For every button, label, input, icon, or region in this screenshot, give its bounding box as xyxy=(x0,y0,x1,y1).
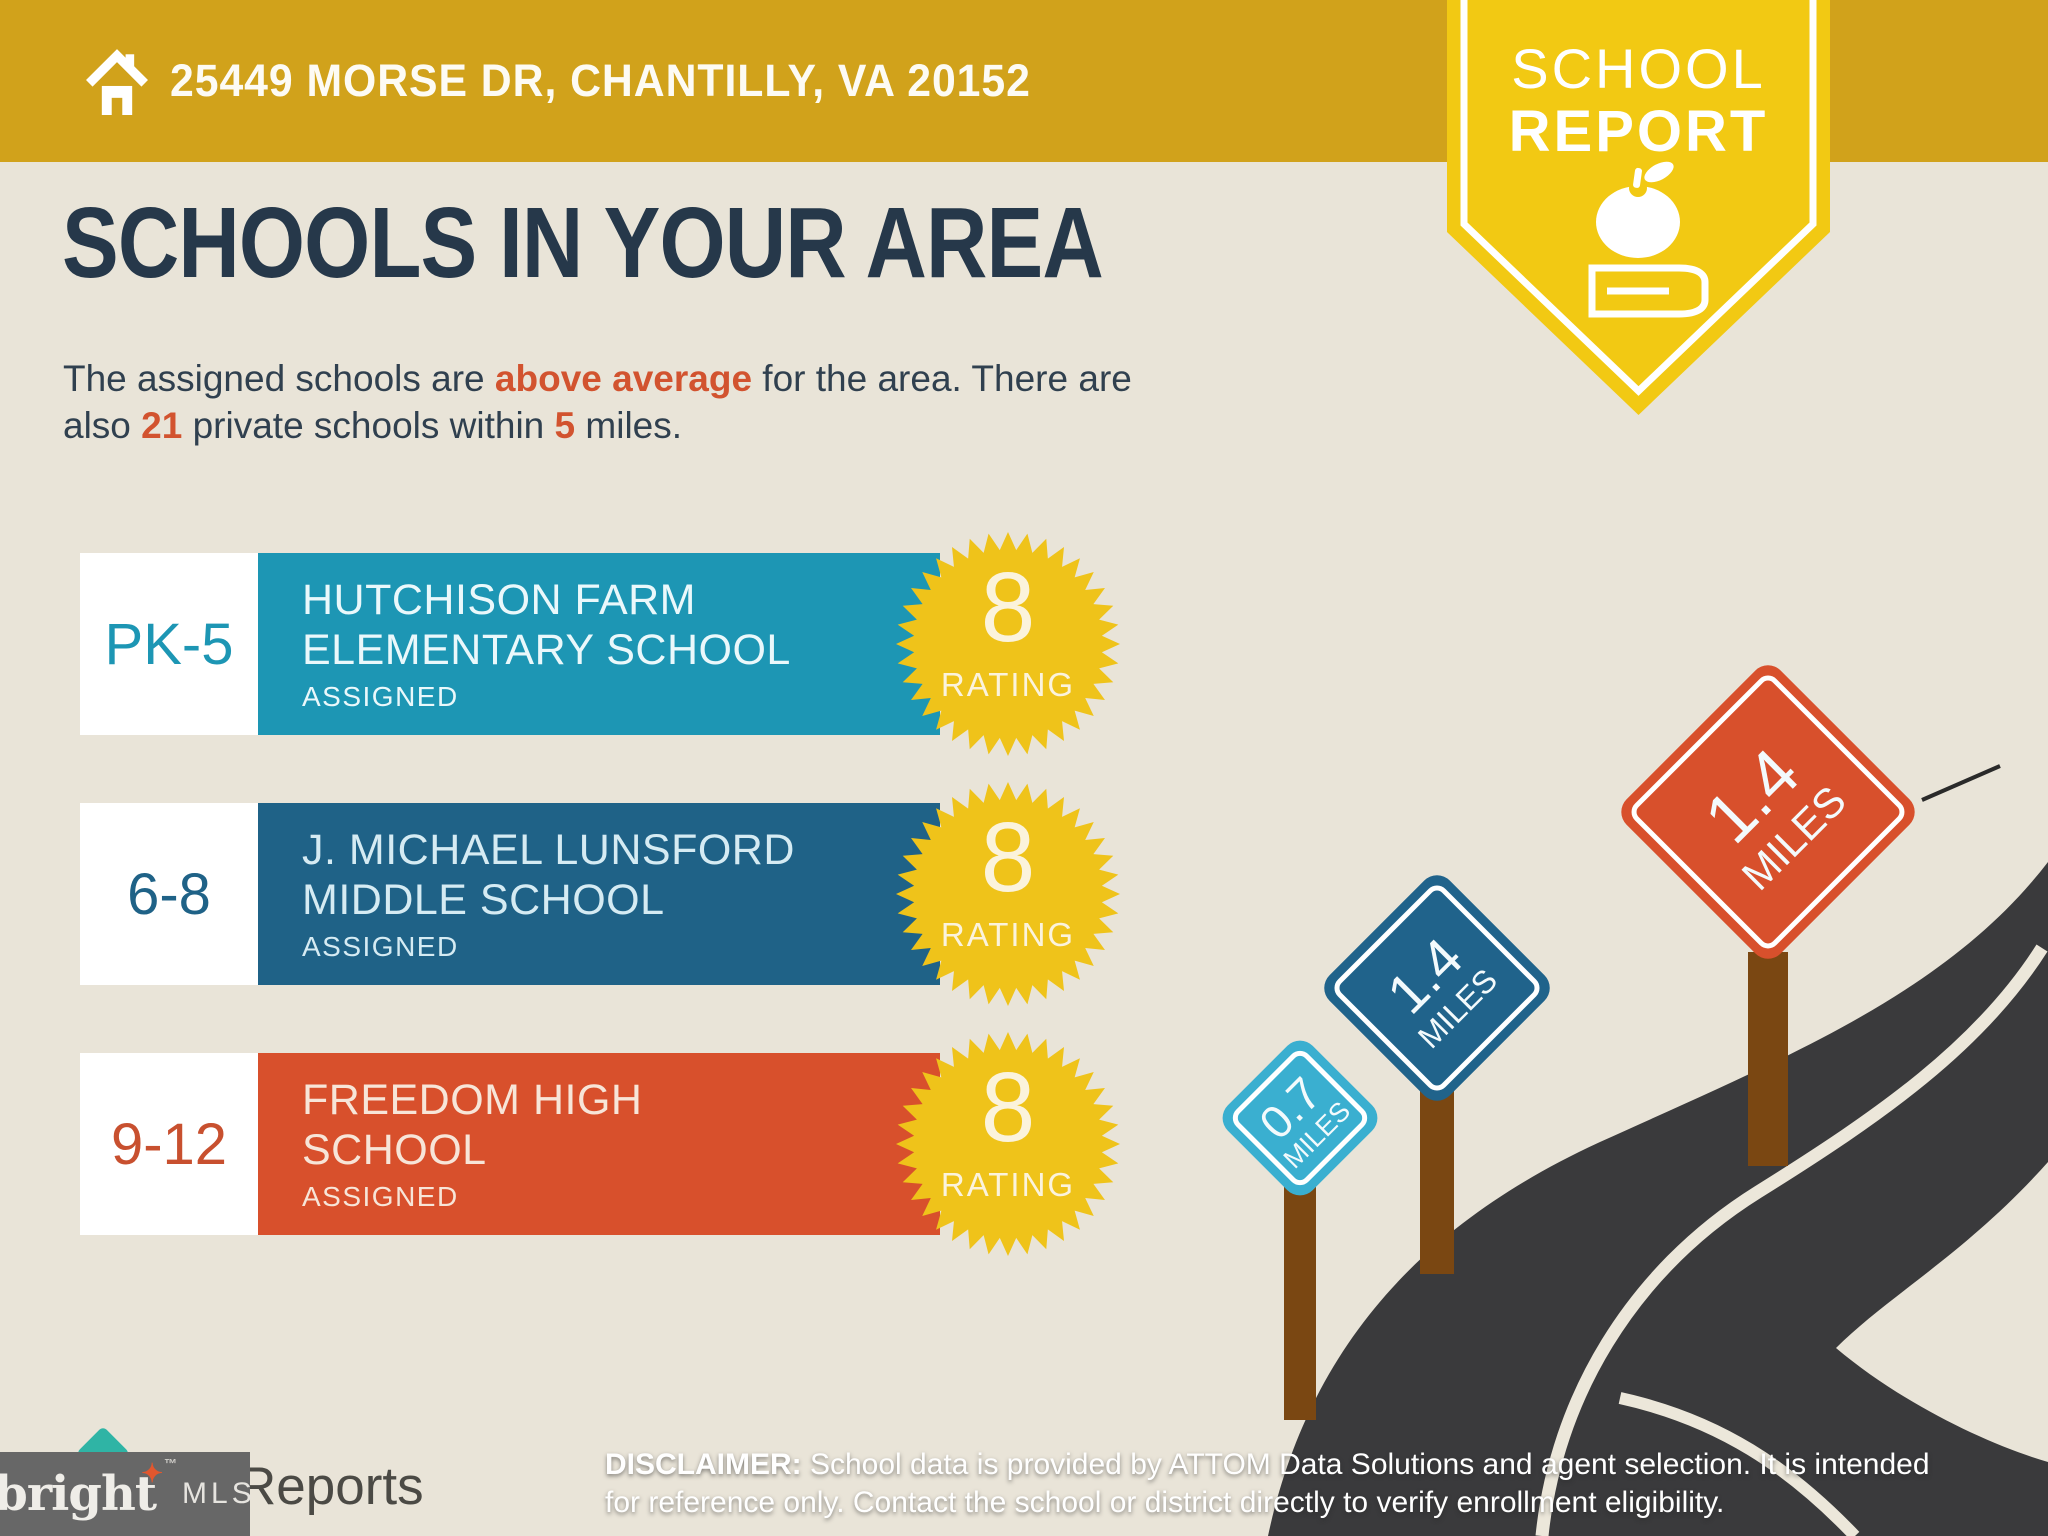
starburst-icon xyxy=(896,782,1120,1006)
disclaimer-line1: DISCLAIMER: School data is provided by A… xyxy=(605,1446,1965,1484)
rating-label: RATING xyxy=(940,666,1076,703)
page-subtitle: The assigned schools are above average f… xyxy=(63,355,1132,449)
subtitle-text: private schools within xyxy=(182,405,555,446)
disclaimer-body: School data is provided by ATTOM Data So… xyxy=(801,1448,1930,1481)
disclaimer-text: DISCLAIMER: School data is provided by A… xyxy=(605,1446,1965,1522)
distance-sign-middle: 1.4 MILES xyxy=(1316,867,1558,1109)
starburst-icon xyxy=(896,1032,1120,1256)
disclaimer-line2: for reference only. Contact the school o… xyxy=(605,1486,1725,1519)
private-school-count: 21 xyxy=(141,405,183,446)
subtitle-text: also xyxy=(63,405,142,446)
ribbon-title-line1: SCHOOL xyxy=(1511,37,1766,100)
school-name-line1: HUTCHISON FARM xyxy=(302,576,696,624)
rating-label: RATING xyxy=(940,916,1076,953)
school-name-line1: FREEDOM HIGH xyxy=(302,1076,643,1124)
road-lane-line xyxy=(1618,1392,1860,1536)
school-row-high: 9-12 FREEDOM HIGH SCHOOL ASSIGNED xyxy=(80,1053,1120,1235)
road-center-line xyxy=(1535,944,2048,1536)
grade-range-badge: PK-5 xyxy=(80,553,258,735)
school-name-line2: ELEMENTARY SCHOOL xyxy=(302,626,791,674)
school-bar: FREEDOM HIGH SCHOOL ASSIGNED xyxy=(258,1053,940,1235)
school-status: ASSIGNED xyxy=(302,681,459,712)
starburst-icon xyxy=(896,532,1120,756)
grade-range-badge: 6-8 xyxy=(80,803,258,985)
mls-logo-text: MLS xyxy=(182,1477,256,1510)
subtitle-text: The assigned schools are xyxy=(63,358,495,399)
school-status: ASSIGNED xyxy=(302,931,459,962)
school-bar: HUTCHISON FARM ELEMENTARY SCHOOL ASSIGNE… xyxy=(258,553,940,735)
school-name-line2: MIDDLE SCHOOL xyxy=(302,876,665,924)
subtitle-line2: also 21 private schools within 5 miles. xyxy=(63,402,1132,449)
sign-post-mid xyxy=(1420,1088,1454,1274)
school-report-ribbon: SCHOOL REPORT xyxy=(1447,0,1830,415)
rating-value: 8 xyxy=(980,1052,1036,1162)
book-icon xyxy=(1588,264,1709,318)
ribbon-title-line2: REPORT xyxy=(1508,99,1769,164)
pennant-shape xyxy=(1447,0,1830,415)
subtitle-line1: The assigned schools are above average f… xyxy=(63,355,1132,402)
brightmls-watermark: bright ✦ ™ MLS xyxy=(0,1452,252,1536)
apple-icon xyxy=(1596,161,1680,258)
school-name-line2: SCHOOL xyxy=(302,1126,487,1174)
sign-text: 1.4 MILES xyxy=(1267,818,1606,1157)
school-name-line1: J. MICHAEL LUNSFORD xyxy=(302,826,795,874)
school-status: ASSIGNED xyxy=(302,1181,459,1212)
page-title: SCHOOLS IN YOUR AREA xyxy=(62,187,1104,299)
property-address: 25449 MORSE DR, CHANTILLY, VA 20152 xyxy=(170,55,1031,106)
sign-edge-line xyxy=(1921,764,2001,802)
school-row-elementary: PK-5 HUTCHISON FARM ELEMENTARY SCHOOL AS… xyxy=(80,553,1120,735)
radius-miles: 5 xyxy=(554,405,576,446)
subtitle-text: for the area. There are xyxy=(752,358,1132,399)
rating-badge-high: 8 RATING xyxy=(896,1032,1120,1256)
trademark-symbol: ™ xyxy=(164,1456,177,1471)
road-surface xyxy=(1268,862,2048,1536)
reports-wordmark: Reports xyxy=(238,1457,424,1516)
sign-text: 1.4 MILES xyxy=(1550,594,1986,1030)
bright-logo: bright ✦ ™ xyxy=(0,1456,177,1522)
grade-range-badge: 9-12 xyxy=(80,1053,258,1235)
rating-value: 8 xyxy=(980,802,1036,912)
distance-sign-high: 1.4 MILES xyxy=(1613,657,1923,967)
rating-badge-middle: 8 RATING xyxy=(896,782,1120,1006)
bright-logo-text: bright xyxy=(0,1466,157,1522)
subtitle-highlight: above average xyxy=(494,358,753,399)
school-bar: J. MICHAEL LUNSFORD MIDDLE SCHOOL ASSIGN… xyxy=(258,803,940,985)
rating-label: RATING xyxy=(940,1166,1076,1203)
rating-value: 8 xyxy=(980,552,1036,662)
school-row-middle: 6-8 J. MICHAEL LUNSFORD MIDDLE SCHOOL AS… xyxy=(80,803,1120,985)
subtitle-text: miles. xyxy=(575,405,683,446)
disclaimer-label: DISCLAIMER: xyxy=(605,1448,802,1481)
home-icon xyxy=(86,49,148,115)
sign-post-far xyxy=(1748,952,1788,1166)
sign-post-near xyxy=(1284,1168,1316,1420)
rating-badge-elementary: 8 RATING xyxy=(896,532,1120,756)
sparkle-icon: ✦ xyxy=(141,1458,163,1488)
